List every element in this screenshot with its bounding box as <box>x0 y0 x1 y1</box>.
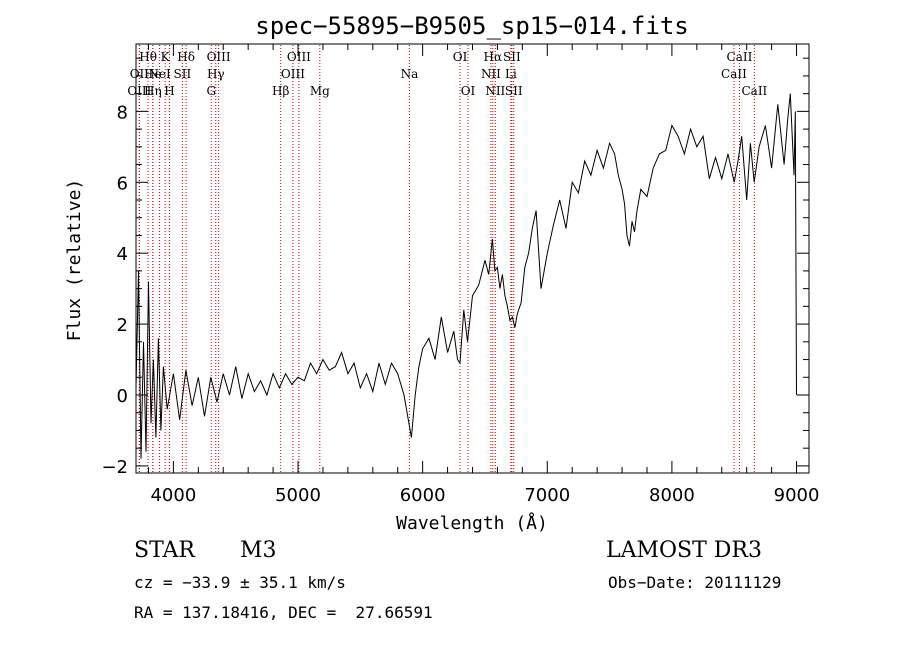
line-marker-label: G <box>206 84 216 98</box>
velocity: cz = −33.9 ± 35.1 km/s <box>134 573 346 592</box>
line-marker-label: Hα <box>484 50 503 64</box>
survey-name: LAMOST DR3 <box>606 538 762 563</box>
spectrum-line <box>135 93 797 459</box>
line-marker-label: SII <box>505 84 523 98</box>
line-marker-label: Li <box>505 67 517 81</box>
line-marker-label: OIII <box>207 50 231 64</box>
line-marker-label: OII <box>130 67 150 81</box>
y-tick-label: 8 <box>117 102 128 123</box>
line-marker-label: Hη <box>144 84 162 98</box>
y-axis-label: Flux (relative) <box>64 179 85 342</box>
line-marker-label: Hγ <box>207 67 225 81</box>
x-tick-label: 7000 <box>524 485 570 506</box>
x-axis-label: Wavelength (Å) <box>396 512 548 534</box>
line-marker-label: OI <box>461 84 476 98</box>
chart-title: spec−55895−B9505_sp15−014.fits <box>255 12 688 40</box>
object-subclass: M3 <box>240 538 277 563</box>
x-tick-label: 4000 <box>150 485 196 506</box>
plot-frame <box>135 43 810 474</box>
line-marker-label: Hθ <box>139 50 157 64</box>
x-tick-label: 5000 <box>275 485 321 506</box>
x-tick-label: 6000 <box>400 485 446 506</box>
x-tick-label: 8000 <box>649 485 695 506</box>
line-marker-label: OIII <box>127 84 151 98</box>
line-marker-label: K <box>161 50 171 64</box>
line-marker-label: OIII <box>287 50 311 64</box>
line-marker-label: NeI <box>148 67 171 81</box>
y-tick-label: 0 <box>117 386 128 407</box>
line-marker-label: Na <box>401 67 419 81</box>
line-marker-label: NII <box>481 67 501 81</box>
line-marker-label: CaII <box>741 84 767 98</box>
line-marker-label: SII <box>503 50 521 64</box>
y-axis: −2 0 2 4 6 8 <box>101 57 809 478</box>
x-tick-label: 9000 <box>774 485 820 506</box>
y-tick-label: 6 <box>117 173 128 194</box>
y-tick-label: −2 <box>101 457 128 478</box>
coordinates: RA = 137.18416, DEC = 27.66591 <box>134 603 433 622</box>
y-tick-label: 4 <box>117 244 128 265</box>
object-class: STAR <box>134 538 195 563</box>
spectrum-chart: spec−55895−B9505_sp15−014.fits Hθ OII OIII… <box>64 12 820 534</box>
line-marker-label: Hδ <box>177 50 195 64</box>
y-tick-label: 2 <box>117 315 128 336</box>
line-markers <box>138 45 755 472</box>
line-marker-label: H <box>164 84 174 98</box>
line-marker-label: NII <box>485 84 505 98</box>
line-marker-label: OI <box>453 50 468 64</box>
line-marker-label: SII <box>174 67 192 81</box>
x-axis: 4000 5000 6000 7000 8000 9000 <box>147 44 820 506</box>
line-marker-label: Mg <box>310 84 330 98</box>
line-marker-label: He <box>144 67 162 81</box>
line-marker-label: Hβ <box>272 84 289 98</box>
line-marker-label: CaII <box>727 50 753 64</box>
line-marker-label: OIII <box>281 67 305 81</box>
line-marker-label: CaII <box>721 67 747 81</box>
obs-date: Obs−Date: 20111129 <box>608 573 782 592</box>
